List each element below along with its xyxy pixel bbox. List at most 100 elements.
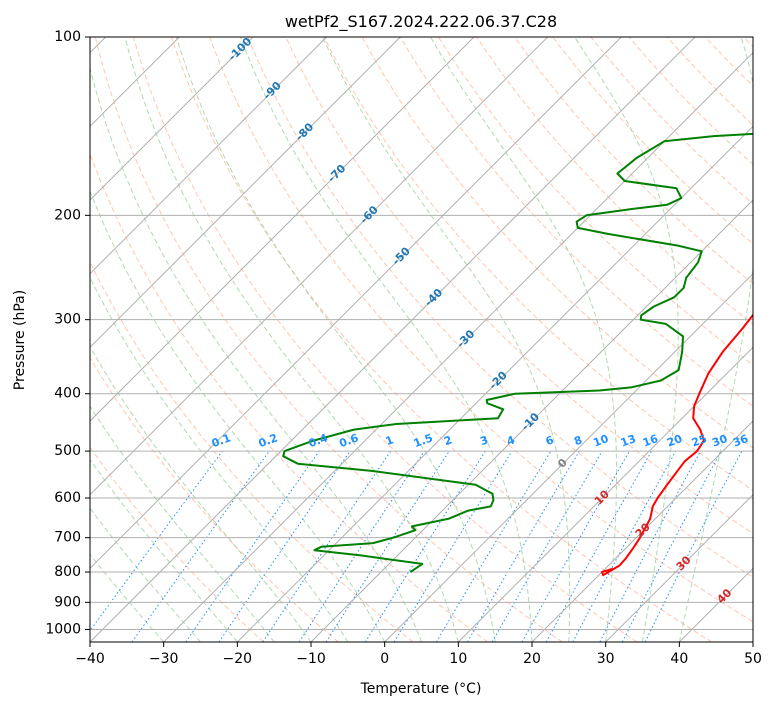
mixing-ratio-label: 10: [591, 432, 610, 450]
mixing-ratio-label: 16: [641, 432, 660, 450]
mixing-ratio-line: [298, 450, 425, 642]
chart-title: wetPf2_S167.2024.222.06.37.C28: [285, 12, 557, 32]
x-axis: −40 −30 −20 −10 0 10 20 30 40 50: [75, 642, 762, 667]
moist-adiabat: [90, 189, 386, 642]
mixing-ratio-label: 30: [710, 432, 729, 450]
isotherm: [310, 199, 753, 642]
dry-adiabat: [94, 37, 563, 642]
dry-adiabat: [209, 37, 753, 623]
moist-adiabat: [124, 37, 459, 642]
dry-adiabat: [247, 37, 753, 578]
mixing-ratio-line: [325, 450, 450, 642]
isotherm: [90, 37, 254, 201]
mixing-ratio-label: 25: [690, 432, 709, 449]
moist-adiabat: [175, 37, 496, 642]
x-tick-label: 20: [523, 651, 541, 667]
moist-adiabat: [322, 37, 571, 642]
mixing-ratio-label: 0.2: [257, 431, 280, 450]
dry-adiabat: [90, 446, 264, 642]
moist-adiabat: [239, 37, 533, 642]
x-tick-label: 10: [449, 651, 467, 667]
dewpoint-line: [282, 132, 753, 573]
isotherm: [90, 37, 328, 275]
mixing-ratio-label: 8: [572, 433, 584, 448]
x-axis-label: Temperature (°C): [360, 681, 482, 697]
background-lines: [90, 37, 753, 642]
mixing-ratio-label: 1: [384, 433, 396, 448]
mixing-ratio-line: [131, 450, 270, 642]
mixing-ratio-line: [393, 450, 513, 642]
x-tick-label: 50: [744, 651, 762, 667]
isotherm: [236, 125, 753, 642]
mixing-ratio-line: [218, 450, 351, 642]
x-tick-label: 30: [597, 651, 615, 667]
isotherm: [163, 51, 753, 642]
mixing-ratio-label: 0.1: [210, 431, 233, 450]
x-tick-label: 40: [670, 651, 688, 667]
mixing-ratio-line: [545, 450, 653, 642]
dry-adiabat: [399, 37, 753, 407]
profile-lines: [282, 132, 753, 577]
y-tick-label: 700: [54, 530, 81, 546]
mixing-ratio-line: [262, 450, 392, 642]
dry-adiabat: [90, 356, 339, 642]
temperature-line: [601, 313, 753, 577]
plot-frame: [89, 36, 754, 643]
isotherm: [90, 37, 401, 349]
mixing-ratio-line: [90, 450, 223, 632]
isotherm: [90, 37, 622, 570]
mixing-ratio-line: [185, 450, 320, 642]
y-tick-label: 200: [54, 207, 81, 223]
y-tick-label: 600: [54, 490, 81, 506]
dry-adiabat: [132, 37, 638, 642]
x-tick-label: −10: [296, 651, 326, 667]
y-tick-label: 800: [54, 564, 81, 580]
mixing-ratio-label: 13: [619, 432, 638, 449]
mixing-ratio-line: [644, 450, 743, 642]
mixing-ratio-label: 0.4: [307, 431, 330, 450]
isotherm: [384, 272, 753, 642]
moist-adiabat: [90, 65, 422, 642]
y-axis-label: Pressure (hPa): [12, 290, 28, 390]
isotherm: [457, 346, 753, 642]
isotherm: [90, 37, 549, 496]
moist-adiabat: [430, 37, 617, 642]
y-tick-label: 100: [54, 29, 81, 45]
x-tick-label: −20: [223, 651, 253, 667]
mixing-ratio-label: 20: [665, 432, 684, 450]
mixing-ratio-line: [572, 450, 677, 642]
isotherm: [605, 493, 753, 642]
mixing-ratio-label: 0.6: [338, 431, 361, 450]
dry-adiabat: [323, 37, 753, 491]
isotherm: [90, 37, 696, 642]
mixing-ratio-label: 4: [505, 433, 517, 448]
dry-adiabat: [171, 37, 712, 642]
y-tick-label: 500: [54, 443, 81, 459]
isotherm: [531, 420, 753, 642]
mixing-ratio-label: 6: [544, 433, 556, 448]
x-tick-label: −40: [75, 651, 105, 667]
x-tick-label: −30: [149, 651, 179, 667]
x-tick-label: 0: [380, 651, 389, 667]
mixing-ratio-label: 3: [478, 433, 490, 448]
y-tick-label: 300: [54, 312, 81, 328]
dry-adiabat: [90, 152, 488, 642]
y-tick-label: 400: [54, 386, 81, 402]
moist-adiabat: [678, 37, 753, 642]
moist-adiabat: [90, 405, 275, 642]
isotherm: [90, 37, 475, 422]
y-tick-label: 1000: [45, 621, 81, 637]
moist-adiabat: [90, 276, 349, 642]
dry-adiabat: [361, 37, 753, 449]
mixing-ratio-label: 36: [731, 432, 750, 450]
moist-adiabat: [90, 458, 238, 642]
dry-adiabat: [437, 37, 753, 366]
mixing-ratio-line: [521, 450, 630, 642]
mixing-ratio-label: 1.5: [412, 431, 435, 450]
y-tick-label: 900: [54, 594, 81, 610]
y-axis: 100 200 300 400 500 600 700 800 900 1000: [45, 29, 90, 637]
dry-adiabat: [285, 37, 753, 535]
mixing-ratio-label: 2: [442, 433, 454, 448]
dry-adiabat: [514, 37, 753, 285]
